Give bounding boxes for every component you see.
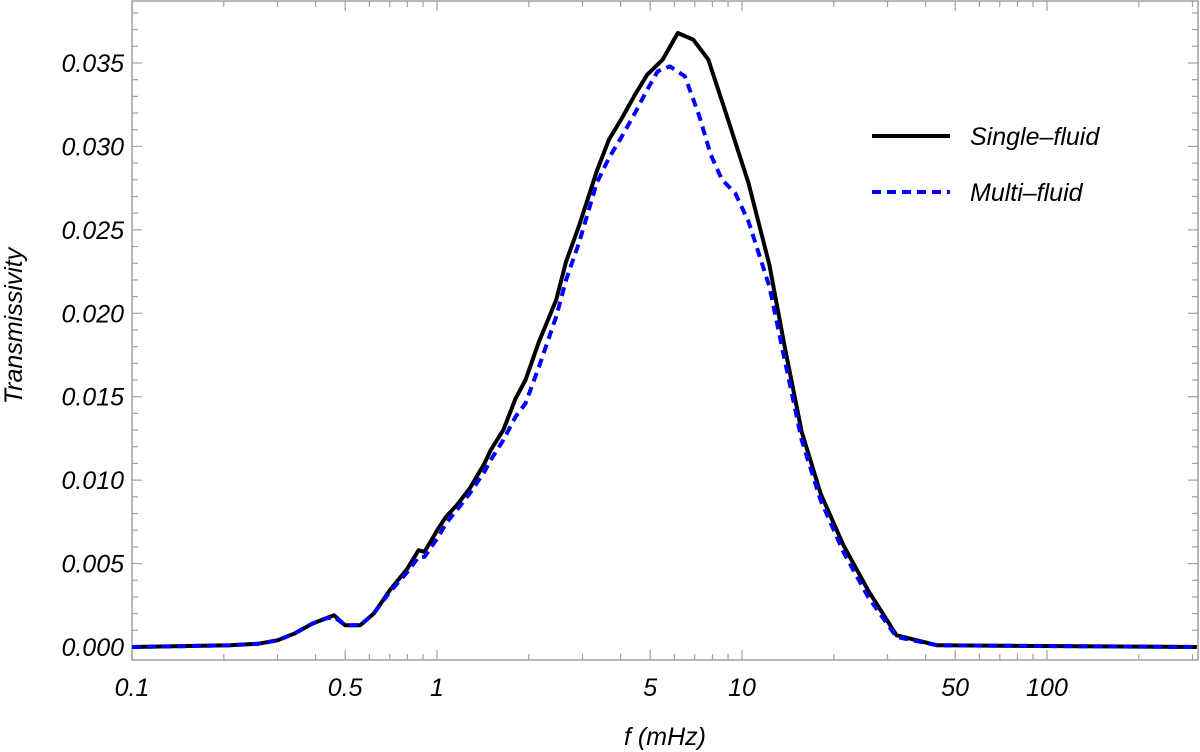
x-axis-title: f (mHz) [624,723,706,751]
y-tick-label: 0.035 [61,50,124,78]
x-tick-label: 100 [1026,674,1068,702]
x-tick-label: 10 [728,674,756,702]
y-tick-label: 0.025 [61,217,124,245]
plot-frame [131,0,1199,661]
y-tick-label: 0.015 [61,384,124,412]
plot-series [131,31,1197,649]
x-tick-label: 0.1 [115,674,150,702]
multi-fluid-line [131,64,1197,649]
y-tick-label: 0.000 [61,634,124,662]
legend-label: Single–fluid [970,123,1100,151]
x-tick-label: 1 [430,674,444,702]
x-tick-label: 5 [643,674,657,702]
plot-border [131,0,1199,661]
y-tick-label: 0.005 [61,551,124,579]
y-tick-label: 0.020 [61,300,124,328]
y-tick-label: 0.010 [61,467,124,495]
y-tick-label: 0.030 [61,133,124,161]
legend: Single–fluid Multi–fluid [872,123,1100,207]
x-axis-ticks: 0.1 0.5 1 5 10 50 100 [115,1,1194,702]
legend-label: Multi–fluid [970,179,1084,207]
x-tick-label: 50 [941,674,969,702]
y-axis-ticks: 0.000 0.005 0.010 0.015 0.020 0.025 0.030 0.035 [61,12,1198,662]
x-tick-label: 0.5 [328,674,363,702]
y-axis-title: Transmissivity [0,246,28,404]
